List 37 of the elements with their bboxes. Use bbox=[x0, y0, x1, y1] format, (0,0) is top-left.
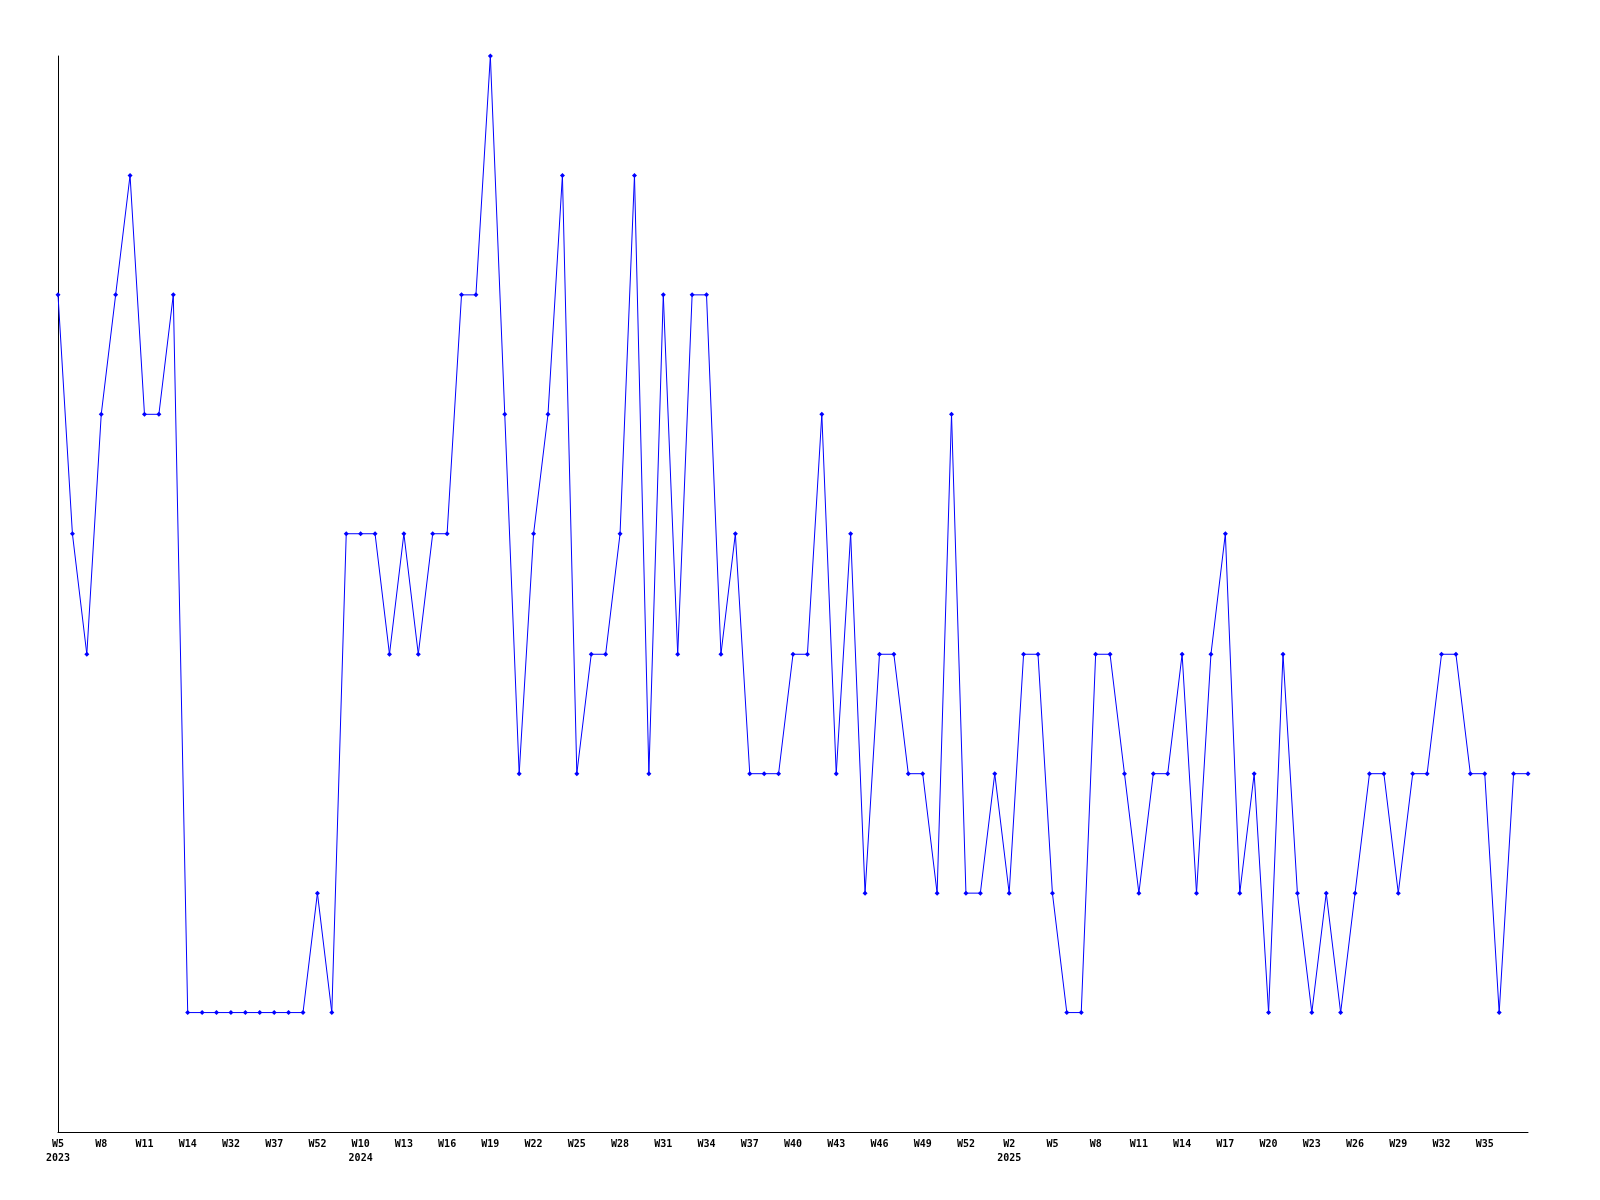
x-tick-label: W13 bbox=[394, 1137, 413, 1149]
x-tick-label: W11 bbox=[1129, 1137, 1148, 1149]
x-tick-label: W2 bbox=[1003, 1137, 1016, 1149]
x-tick-label: W52 bbox=[956, 1137, 975, 1149]
x-tick-label: W23 bbox=[1302, 1137, 1321, 1149]
x-tick-label: W8 bbox=[1089, 1137, 1102, 1149]
x-tick-label: W28 bbox=[611, 1137, 630, 1149]
x-tick-label: W20 bbox=[1259, 1137, 1278, 1149]
x-tick-label: W26 bbox=[1346, 1137, 1365, 1149]
x-tick-label: W31 bbox=[654, 1137, 673, 1149]
x-tick-label: W34 bbox=[697, 1137, 716, 1149]
x-tick-label: W49 bbox=[913, 1137, 932, 1149]
x-tick-label: W25 bbox=[567, 1137, 586, 1149]
x-tick-label: W37 bbox=[740, 1137, 759, 1149]
x-tick-label: W43 bbox=[827, 1137, 846, 1149]
x-tick-label: W37 bbox=[265, 1137, 284, 1149]
x-tick-label: W52 bbox=[308, 1137, 327, 1149]
x-tick-label: W14 bbox=[1173, 1137, 1192, 1149]
text: 2024 bbox=[348, 1151, 373, 1163]
x-tick-label: W11 bbox=[135, 1137, 154, 1149]
x-tick-label: W14 bbox=[178, 1137, 197, 1149]
x-tick-label: W16 bbox=[438, 1137, 457, 1149]
x-tick-label: W32 bbox=[221, 1137, 240, 1149]
text: 2023 bbox=[45, 1151, 71, 1163]
x-tick-label: W19 bbox=[481, 1137, 500, 1149]
x-tick-label: W17 bbox=[1216, 1137, 1235, 1149]
x-tick-label: W5 bbox=[1046, 1137, 1059, 1149]
x-tick-label: W46 bbox=[870, 1137, 889, 1149]
x-tick-label: W5 bbox=[51, 1137, 65, 1149]
x-tick-label: W35 bbox=[1475, 1137, 1494, 1149]
x-tick-label: W22 bbox=[524, 1137, 543, 1149]
x-tick-label: W10 bbox=[351, 1137, 370, 1149]
x-tick-label: W8 bbox=[95, 1137, 108, 1149]
x-tick-label: W40 bbox=[783, 1137, 803, 1149]
text: 2025 bbox=[997, 1151, 1022, 1163]
x-tick-label: W29 bbox=[1389, 1137, 1408, 1149]
x-tick-label: W32 bbox=[1432, 1137, 1451, 1149]
